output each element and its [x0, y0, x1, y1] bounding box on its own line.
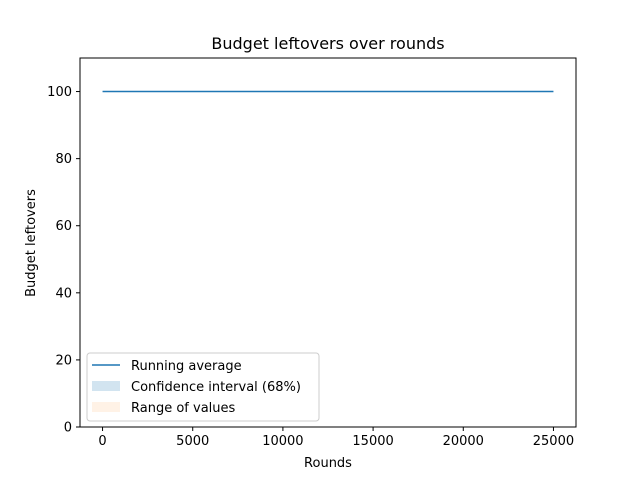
y-tick-label: 100: [47, 85, 72, 100]
axis-ticks: 0 5000 10000 15000 20000 25000 0 20 40 60 80 100: [47, 85, 574, 449]
x-tick-label: 5000: [176, 434, 209, 449]
legend-label: Confidence interval (68%): [131, 380, 301, 395]
y-tick-label: 60: [55, 219, 72, 234]
plot-area: [79, 57, 577, 428]
y-tick-label: 0: [64, 421, 72, 436]
x-tick-label: 25000: [533, 434, 574, 449]
legend: Running average Confidence interval (68%)…: [86, 352, 320, 422]
chart-title: Budget leftovers over rounds: [211, 34, 444, 53]
x-tick-label: 20000: [443, 434, 484, 449]
legend-label: Range of values: [131, 401, 236, 416]
x-tick-label: 10000: [262, 434, 303, 449]
plot-frame: [79, 57, 577, 428]
legend-label: Running average: [131, 359, 242, 374]
x-axis-label: Rounds: [304, 456, 352, 471]
legend-box: [86, 352, 320, 422]
legend-swatch-patch: [92, 381, 120, 391]
x-tick-label: 15000: [352, 434, 393, 449]
legend-swatch-patch: [92, 402, 120, 412]
y-tick-label: 80: [55, 152, 72, 167]
y-tick-label: 20: [55, 353, 72, 368]
y-axis-label: Budget leftovers: [24, 189, 39, 297]
y-tick-label: 40: [55, 286, 72, 301]
x-tick-label: 0: [98, 434, 106, 449]
